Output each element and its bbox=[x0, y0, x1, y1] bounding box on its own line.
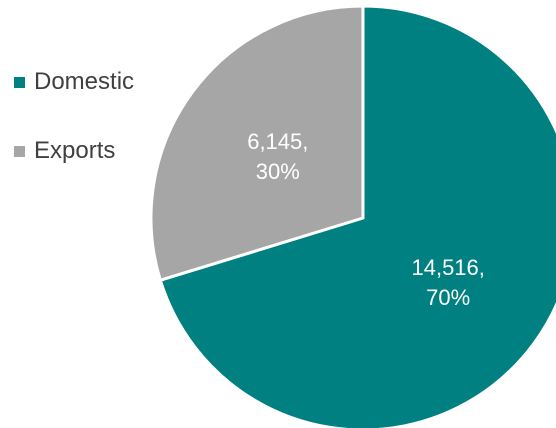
slice-labels: 14,516, 70% 6,145, 30% bbox=[247, 129, 485, 310]
legend-swatch-exports bbox=[14, 145, 25, 157]
legend-item-exports: Exports bbox=[14, 133, 134, 169]
legend-item-domestic: Domestic bbox=[14, 64, 134, 100]
slice-label-exports: 6,145, 30% bbox=[247, 129, 308, 184]
legend: Domestic Exports bbox=[14, 64, 134, 202]
legend-label-domestic: Domestic bbox=[34, 68, 135, 95]
legend-swatch-domestic bbox=[14, 76, 25, 88]
pie-slices bbox=[149, 4, 556, 428]
pie-slice-exports bbox=[149, 4, 365, 282]
legend-label-exports: Exports bbox=[34, 137, 116, 164]
slice-label-domestic: 14,516, 70% bbox=[411, 255, 484, 310]
pie-slice-domestic bbox=[158, 4, 556, 428]
